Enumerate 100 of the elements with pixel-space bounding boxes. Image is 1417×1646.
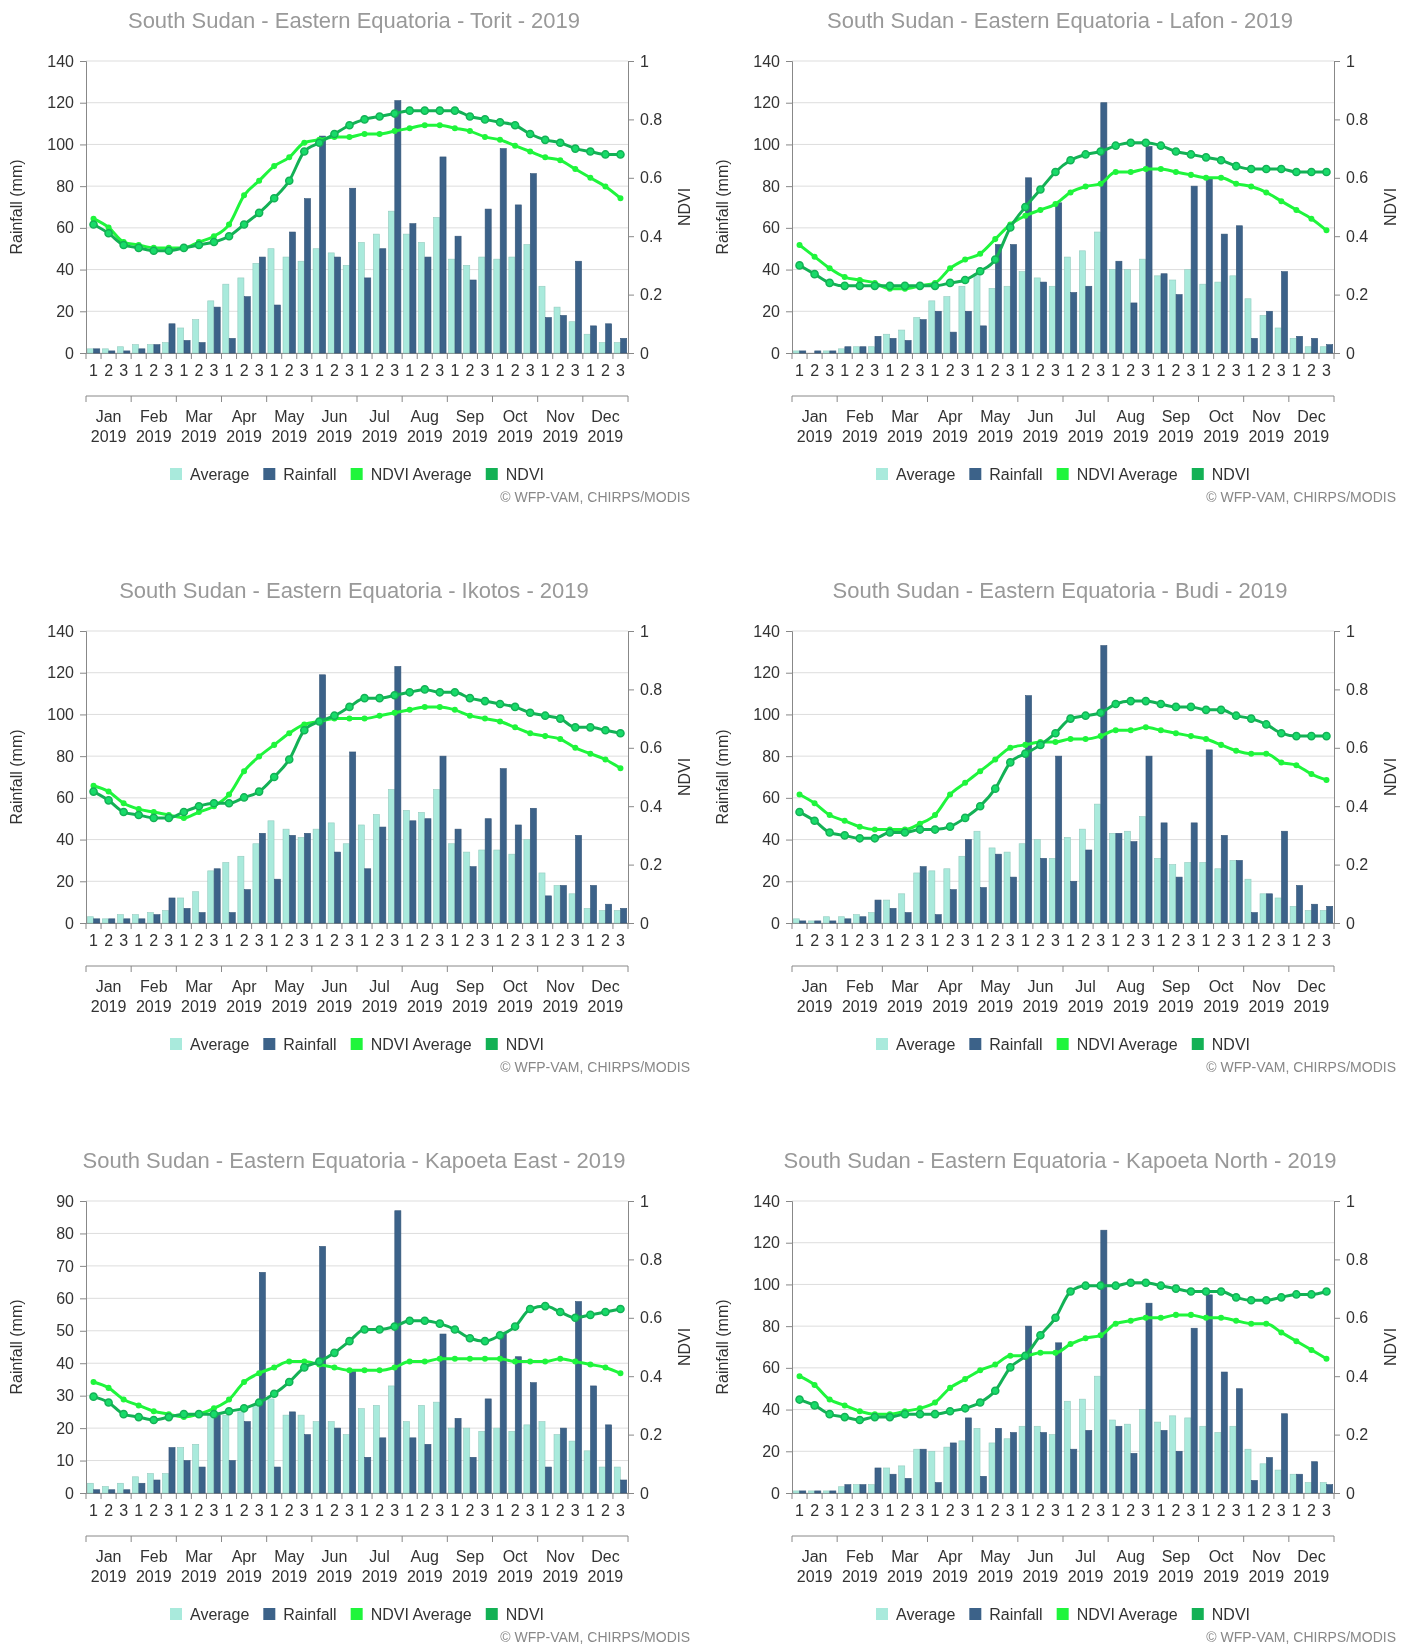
bar: [183, 908, 191, 924]
bar: [243, 1421, 251, 1494]
point: [390, 690, 399, 700]
x-tick-label: 1: [495, 1502, 505, 1520]
x-tick-label: 3: [870, 932, 880, 950]
point: [465, 693, 475, 703]
bar: [1010, 876, 1017, 924]
point: [992, 236, 999, 243]
point: [209, 237, 219, 247]
text: Sep 2019: [1158, 408, 1194, 445]
point: [495, 1331, 505, 1340]
x-tick-label: 3: [119, 362, 129, 380]
bar: [274, 304, 281, 354]
x-tick-label: 3: [1322, 932, 1332, 950]
bar: [1139, 816, 1146, 924]
bar: [192, 891, 200, 924]
bar: [1220, 233, 1228, 354]
legend-label: Rainfall: [283, 1036, 337, 1053]
bar: [357, 1408, 365, 1494]
bar: [138, 1482, 146, 1494]
point: [1141, 1278, 1151, 1288]
bar: [1085, 1430, 1093, 1494]
text: © WFP-VAM, CHIRPS/MODIS: [500, 489, 690, 505]
text: Jul 2019: [361, 408, 398, 445]
y-tick-label: 60: [762, 219, 781, 237]
point: [825, 828, 834, 837]
point: [1021, 749, 1030, 758]
x-tick-label: 1: [930, 932, 940, 950]
bar: [177, 1447, 184, 1494]
x-tick-label: 3: [390, 1502, 400, 1520]
point: [1187, 171, 1194, 178]
x-tick-label: 1: [585, 932, 595, 950]
point: [405, 688, 415, 697]
y2-tick-label: 1: [640, 1192, 649, 1210]
bar: [394, 666, 402, 924]
bar: [1304, 1482, 1312, 1494]
bar: [874, 336, 882, 354]
point: [224, 1406, 234, 1416]
bar: [289, 231, 296, 354]
x-tick-label: 2: [1171, 1502, 1181, 1520]
point: [105, 788, 112, 795]
bar: [424, 1444, 432, 1494]
point: [1246, 714, 1256, 723]
x-tick-label: 2: [945, 932, 955, 950]
point: [361, 1367, 368, 1374]
bar: [1169, 864, 1177, 924]
point: [195, 809, 202, 816]
bar: [1244, 1448, 1252, 1494]
bar: [222, 862, 230, 924]
x-tick-label: 1: [1201, 932, 1211, 950]
chart-title: South Sudan - Eastern Equatoria - Lafon - 2019: [827, 8, 1293, 33]
y-tick-label: 0: [771, 344, 781, 362]
bar: [949, 889, 957, 924]
bar: [1154, 858, 1161, 924]
bar: [1326, 906, 1334, 924]
text: Jul 2019: [1067, 408, 1104, 445]
bar: [1199, 283, 1207, 354]
point: [1203, 174, 1210, 181]
x-tick-label: 3: [525, 1502, 535, 1520]
point: [915, 825, 925, 834]
point: [616, 1304, 625, 1314]
bar: [183, 340, 191, 354]
bar: [874, 1467, 882, 1494]
text: Sep 2019: [1158, 978, 1194, 1015]
bar: [304, 1434, 311, 1494]
bar: [814, 920, 822, 924]
bar: [1145, 1302, 1153, 1494]
y2-tick-label: 0.4: [1346, 227, 1369, 245]
x-tick-label: 2: [900, 1502, 910, 1520]
text: Jan 2019: [90, 978, 127, 1015]
point: [150, 1408, 157, 1415]
x-tick-label: 2: [149, 362, 159, 380]
point: [947, 1384, 954, 1391]
bar: [198, 1466, 206, 1494]
point: [527, 730, 534, 737]
text: Oct 2019: [1203, 408, 1239, 445]
bar: [409, 223, 417, 354]
point: [269, 1389, 279, 1399]
legend-label: NDVI Average: [1076, 1606, 1178, 1623]
bar: [844, 918, 852, 924]
y-tick-label: 40: [762, 831, 781, 849]
text: Dec 2019: [1293, 408, 1330, 445]
x-tick-label: 3: [570, 1502, 580, 1520]
x-tick-label: 1: [179, 932, 189, 950]
bar: [1063, 256, 1071, 354]
bar: [988, 847, 996, 924]
bar: [1296, 1473, 1303, 1494]
bar: [1289, 1473, 1297, 1494]
bar: [198, 912, 206, 924]
x-tick-label: 2: [465, 932, 475, 950]
point: [1246, 1295, 1256, 1305]
x-tick-label: 3: [254, 1502, 264, 1520]
y2-tick-label: 1: [640, 622, 649, 640]
bar: [1199, 1425, 1207, 1494]
point: [840, 281, 850, 291]
point: [1172, 730, 1179, 737]
x-tick-label: 2: [104, 1502, 114, 1520]
point: [269, 193, 279, 203]
y-tick-label: 0: [771, 914, 781, 932]
bar: [560, 1427, 567, 1494]
